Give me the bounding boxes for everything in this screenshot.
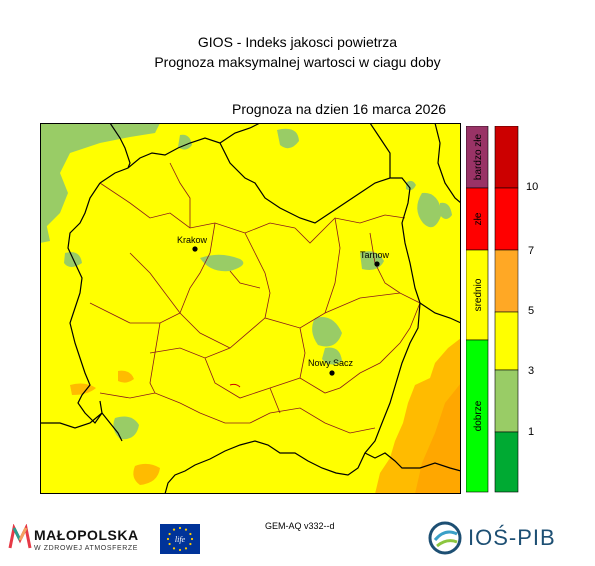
map-background [40,123,461,494]
category-label-moderate: srednio [473,278,484,311]
category-label-bad: złe [473,212,484,225]
category-label-good: dobrze [473,400,484,431]
category-label-very-bad: bardzo złe [473,133,484,180]
model-version: GEM-AQ v332--d [265,521,335,531]
eu-life-text: life [175,535,186,544]
city-label: Tarnow [360,250,390,260]
category-column: bardzo złe złe srednio dobrze [466,126,489,493]
scale-sufficient [494,249,519,313]
forecast-date: Prognoza na dzien 16 marca 2026 [232,101,447,117]
title: GIOS - Indeks jakosci powietrza [197,34,398,50]
tick-label: 7 [528,245,534,257]
city-label: Krakow [177,235,208,245]
malopolska-logo-icon [8,524,32,549]
scale-ticks: 10 7 5 3 1 [526,181,538,438]
scale-bad [494,187,519,251]
tick-label: 3 [528,365,534,377]
city-tarnow: Tarnow [360,250,390,267]
scale-column [494,126,519,493]
bad-spot [229,383,241,388]
tick-label: 10 [526,181,538,193]
ios-pib-name: IOŚ-PIB [468,525,556,550]
good-zones [40,123,452,440]
tick-label: 1 [528,426,534,438]
county-boundaries [89,162,421,434]
eu-life-logo-icon: life [160,524,200,554]
malopolska-name: MAŁOPOLSKA [34,527,139,543]
category-good [466,339,489,493]
region-boundary [40,123,461,494]
malopolska-tagline: W ZDROWEJ ATMOSFERZE [34,545,139,552]
forecast-map: Krakow Tarnow Nowy Sacz [40,123,461,494]
city-nowy-sacz: Nowy Sacz [308,358,354,376]
scale-good [494,369,519,433]
map-frame [40,123,461,494]
scale-very-bad [494,126,519,189]
legend: bardzo złe złe srednio dobrze 10 7 5 3 1 [466,126,538,493]
city-label: Nowy Sacz [308,358,354,368]
scale-moderate [494,311,519,371]
subtitle: Prognoza maksymalnej wartosci w ciagu do… [154,54,441,70]
ios-pib-logo-icon [428,521,462,555]
city-krakow: Krakow [177,235,208,252]
tick-label: 5 [528,305,534,317]
scale-very-good [494,431,519,493]
